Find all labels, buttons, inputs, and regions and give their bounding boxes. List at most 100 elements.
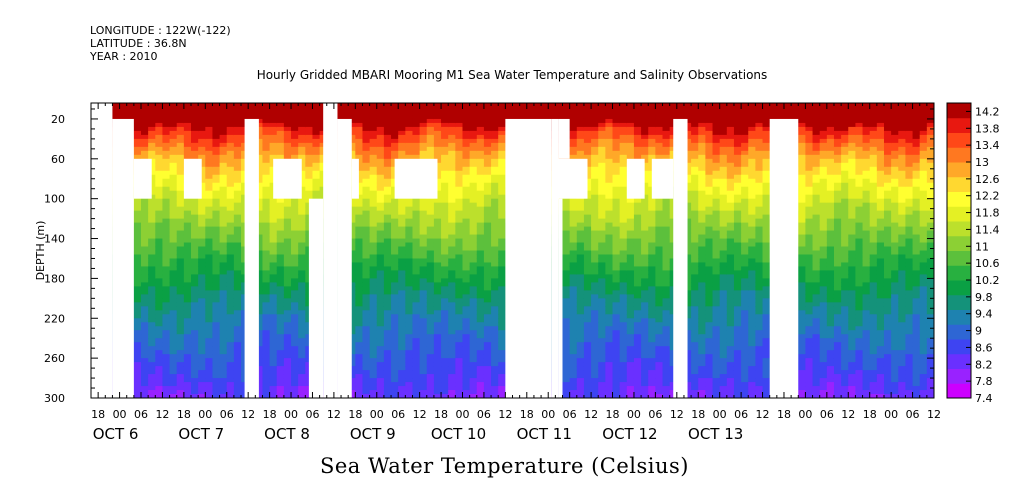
temperature-cell — [233, 230, 242, 236]
temperature-cell — [455, 298, 464, 303]
temperature-cell — [226, 250, 235, 256]
temperature-cell — [441, 254, 449, 260]
temperature-cell — [448, 234, 456, 240]
temperature-cell — [455, 182, 464, 188]
temperature-cell — [448, 214, 456, 220]
temperature-cell — [391, 262, 399, 268]
temperature-cell — [498, 158, 506, 164]
temperature-cell — [433, 154, 442, 160]
temperature-cell — [376, 234, 385, 240]
temperature-cell — [355, 194, 364, 200]
temperature-cell — [162, 286, 171, 291]
temperature-cell — [376, 270, 385, 276]
temperature-cell — [376, 378, 385, 383]
temperature-cell — [348, 326, 356, 331]
temperature-cell — [562, 310, 571, 315]
temperature-cell — [448, 302, 456, 307]
temperature-cell — [383, 122, 392, 128]
temperature-cell — [255, 342, 264, 347]
temperature-cell — [176, 258, 185, 264]
temperature-cell — [391, 122, 399, 128]
temperature-cell — [191, 374, 199, 379]
temperature-cell — [462, 103, 471, 108]
temperature-cell — [233, 134, 242, 140]
temperature-cell — [262, 314, 271, 319]
temperature-cell — [298, 178, 306, 184]
temperature-cell — [462, 122, 471, 128]
temperature-cell — [212, 374, 221, 379]
temperature-cell — [433, 238, 442, 244]
temperature-cell — [355, 106, 364, 112]
temperature-cell — [191, 346, 199, 351]
temperature-cell — [362, 286, 371, 291]
temperature-cell — [405, 214, 414, 220]
temperature-cell — [476, 302, 485, 307]
temperature-cell — [155, 190, 164, 196]
temperature-cell — [448, 326, 456, 331]
temperature-cell — [255, 150, 264, 156]
temperature-cell — [441, 106, 449, 112]
temperature-cell — [191, 210, 199, 216]
temperature-cell — [419, 198, 428, 204]
temperature-cell — [355, 186, 364, 192]
temperature-cell — [383, 142, 392, 148]
temperature-cell — [362, 326, 371, 331]
temperature-cell — [183, 274, 192, 280]
temperature-cell — [419, 210, 428, 216]
temperature-cell — [476, 298, 485, 303]
temperature-cell — [176, 234, 185, 240]
temperature-cell — [162, 218, 171, 224]
temperature-cell — [362, 314, 371, 319]
temperature-cell — [176, 286, 185, 291]
temperature-cell — [469, 246, 478, 252]
temperature-cell — [255, 194, 264, 200]
temperature-cell — [398, 366, 406, 371]
temperature-cell — [433, 166, 442, 172]
temperature-cell — [426, 198, 435, 204]
temperature-cell — [405, 346, 414, 351]
temperature-cell — [491, 310, 499, 315]
temperature-cell — [398, 274, 406, 280]
temperature-cell — [276, 278, 285, 283]
temperature-cell — [262, 166, 271, 172]
temperature-cell — [412, 310, 421, 315]
temperature-cell — [241, 114, 249, 120]
temperature-cell — [476, 310, 485, 315]
temperature-cell — [141, 354, 149, 359]
temperature-cell — [369, 198, 378, 204]
temperature-cell — [176, 214, 185, 220]
temperature-cell — [276, 146, 285, 152]
temperature-cell — [526, 106, 535, 112]
temperature-cell — [183, 394, 192, 398]
temperature-cell — [191, 154, 199, 160]
temperature-cell — [348, 278, 356, 283]
temperature-cell — [141, 218, 149, 224]
temperature-cell — [155, 162, 164, 168]
temperature-cell — [376, 314, 385, 319]
temperature-cell — [176, 390, 185, 395]
temperature-cell — [219, 134, 228, 140]
temperature-cell — [283, 206, 292, 212]
temperature-cell — [226, 310, 235, 315]
temperature-cell — [312, 174, 321, 180]
temperature-cell — [269, 250, 278, 256]
temperature-cell — [176, 106, 185, 112]
temperature-cell — [419, 362, 428, 367]
temperature-cell — [433, 314, 442, 319]
temperature-cell — [226, 330, 235, 335]
temperature-cell — [462, 186, 471, 192]
temperature-cell — [362, 154, 371, 160]
temperature-cell — [212, 198, 221, 204]
temperature-cell — [191, 142, 199, 148]
temperature-cell — [476, 266, 485, 272]
temperature-cell — [355, 162, 364, 168]
temperature-cell — [212, 238, 221, 244]
temperature-cell — [398, 386, 406, 391]
temperature-cell — [291, 378, 299, 383]
temperature-cell — [226, 382, 235, 387]
temperature-cell — [162, 282, 171, 287]
temperature-cell — [348, 246, 356, 252]
temperature-cell — [219, 218, 228, 224]
temperature-cell — [219, 150, 228, 156]
temperature-cell — [233, 246, 242, 252]
